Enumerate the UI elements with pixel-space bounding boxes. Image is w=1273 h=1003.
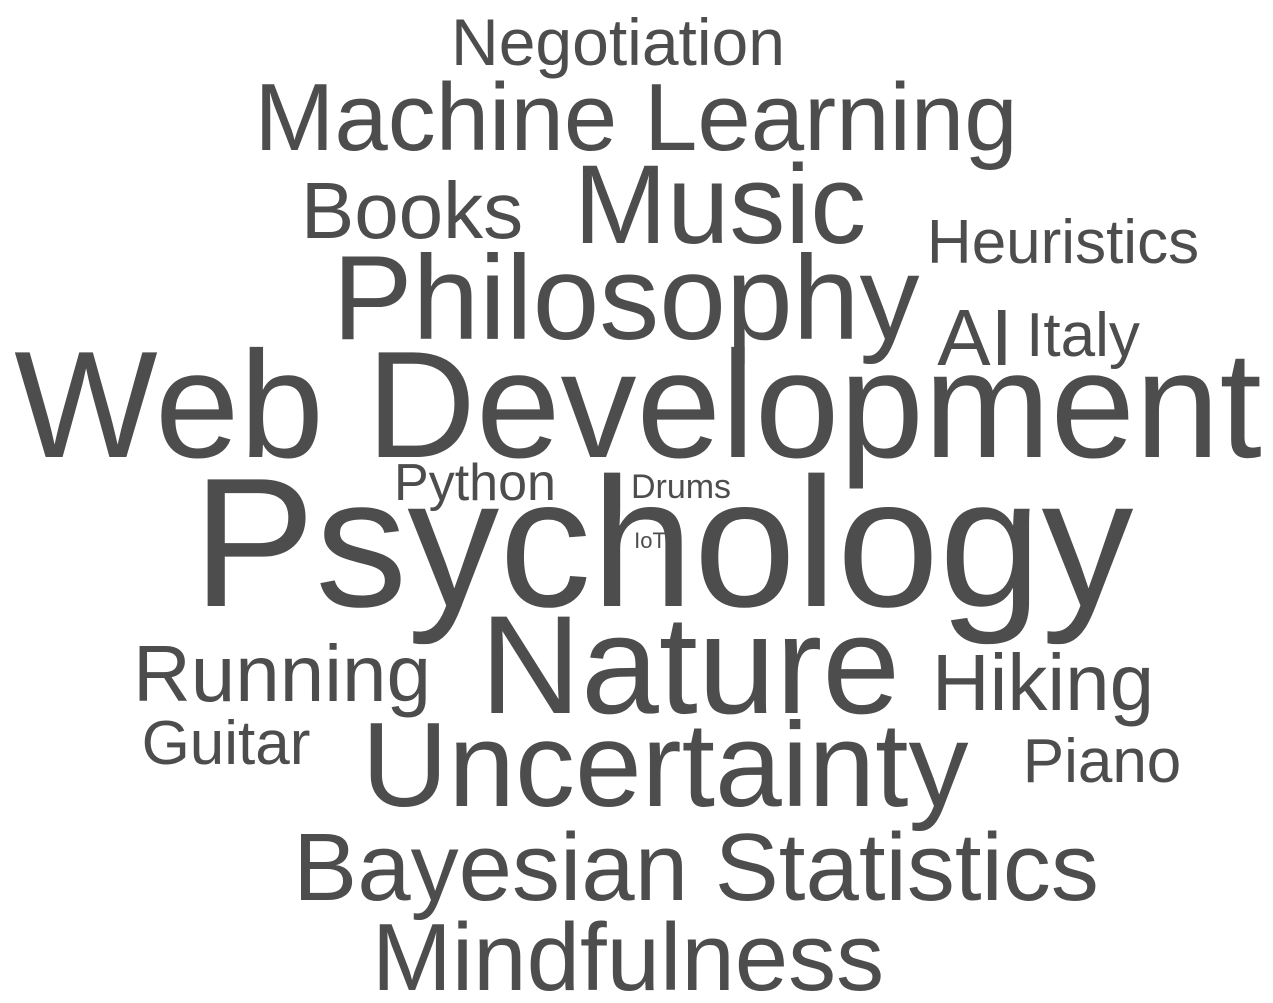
word-hiking: Hiking xyxy=(931,638,1155,727)
word-italy: Italy xyxy=(1026,301,1140,370)
word-bayesian-statistics: Bayesian Statistics xyxy=(293,814,1099,921)
word-psychology: Psychology xyxy=(192,439,1134,645)
word-iot: IoT xyxy=(634,528,666,553)
word-books: Books xyxy=(300,166,524,255)
word-nature: Nature xyxy=(479,586,901,743)
word-machine-learning: Machine Learning xyxy=(254,64,1018,171)
word-music: Music xyxy=(573,142,867,267)
word-piano: Piano xyxy=(1022,727,1182,796)
word-philosophy: Philosophy xyxy=(332,231,920,365)
word-ai: AI xyxy=(937,293,1013,382)
word-uncertainty: Uncertainty xyxy=(361,698,969,832)
word-drums: Drums xyxy=(630,468,732,506)
word-negotiation: Negotiation xyxy=(451,5,785,79)
word-web-development: Web Development xyxy=(14,320,1262,490)
word-running: Running xyxy=(132,629,432,718)
word-mindfulness: Mindfulness xyxy=(371,904,885,1003)
word-heuristics: Heuristics xyxy=(926,208,1200,277)
word-python: Python xyxy=(394,454,556,512)
word-guitar: Guitar xyxy=(141,709,311,778)
